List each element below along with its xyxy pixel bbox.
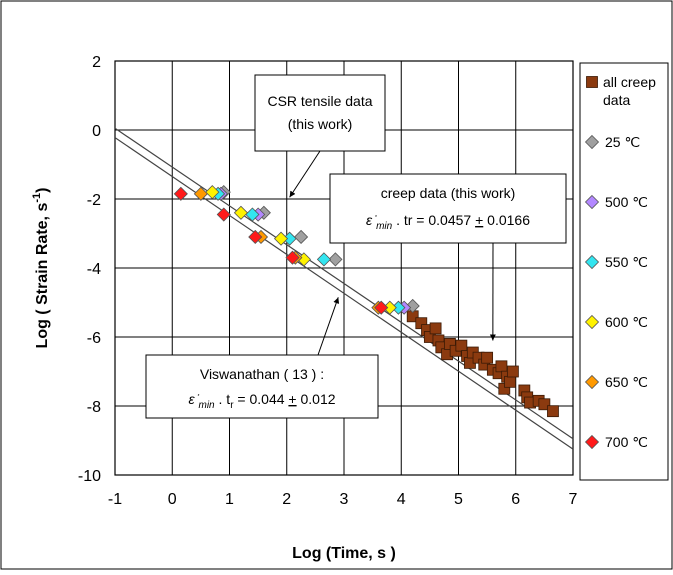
data-point [317,253,330,266]
legend-label: all creep [603,74,656,90]
y-tick-label: -4 [87,261,101,278]
data-point [430,323,441,334]
x-tick-label: 0 [168,491,177,508]
legend-label-cont: data [603,92,630,108]
data-point [547,406,558,417]
x-tick-label: 6 [511,491,520,508]
x-tick-label: 1 [225,491,234,508]
csr-annotation-box [255,75,385,151]
y-tick-label: 2 [92,54,101,71]
x-tick-label: 7 [569,491,578,508]
csr-annotation-line2: (this work) [288,116,353,132]
legend-label: 650 ℃ [605,374,648,390]
y-axis-title: Log ( Strain Rate, s-1) [31,188,51,349]
data-point [174,187,187,200]
legend-label: 500 ℃ [605,194,648,210]
legend-label: 600 ℃ [605,314,648,330]
y-tick-label: -2 [87,192,101,209]
visw-arrow [318,297,338,355]
data-point [505,376,516,387]
x-tick-label: 3 [340,491,349,508]
csr-arrow [290,151,320,197]
x-tick-label: 4 [397,491,406,508]
data-point [217,208,230,221]
x-tick-label: 5 [454,491,463,508]
x-tick-label: 2 [282,491,291,508]
csr-annotation-line1: CSR tensile data [267,93,372,109]
y-tick-label: -10 [78,468,101,485]
data-point [456,340,467,351]
x-tick-label: -1 [108,491,122,508]
legend-marker [587,77,598,88]
y-tick-label: -6 [87,330,101,347]
data-point [295,230,308,243]
y-tick-label: 0 [92,123,101,140]
data-point [507,366,518,377]
legend-label: 550 ℃ [605,254,648,270]
x-axis-title: Log (Time, s ) [292,545,396,562]
data-point [482,352,493,363]
y-tick-label: -8 [87,399,101,416]
legend-label: 700 ℃ [605,434,648,450]
data-point [496,361,507,372]
legend-box [580,63,668,480]
creep-annotation-line1: creep data (this work) [381,185,516,201]
visw-annotation-line1: Viswanathan ( 13 ) : [200,366,324,382]
visw-annotation-box [146,355,378,418]
legend-label: 25 ℃ [605,134,640,150]
